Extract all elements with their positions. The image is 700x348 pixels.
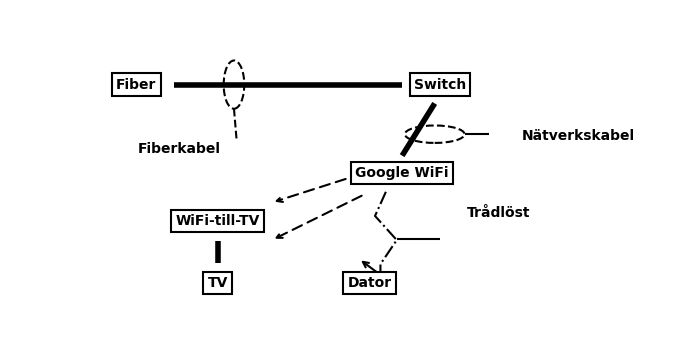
Text: Fiber: Fiber [116,78,157,92]
Text: WiFi-till-TV: WiFi-till-TV [176,214,260,228]
Text: Trådlöst: Trådlöst [468,206,531,220]
Text: TV: TV [207,276,228,290]
Text: Google WiFi: Google WiFi [356,166,449,180]
Text: Fiberkabel: Fiberkabel [138,142,221,156]
Text: Switch: Switch [414,78,466,92]
Text: Dator: Dator [347,276,392,290]
Text: Nätverkskabel: Nätverkskabel [522,128,635,143]
